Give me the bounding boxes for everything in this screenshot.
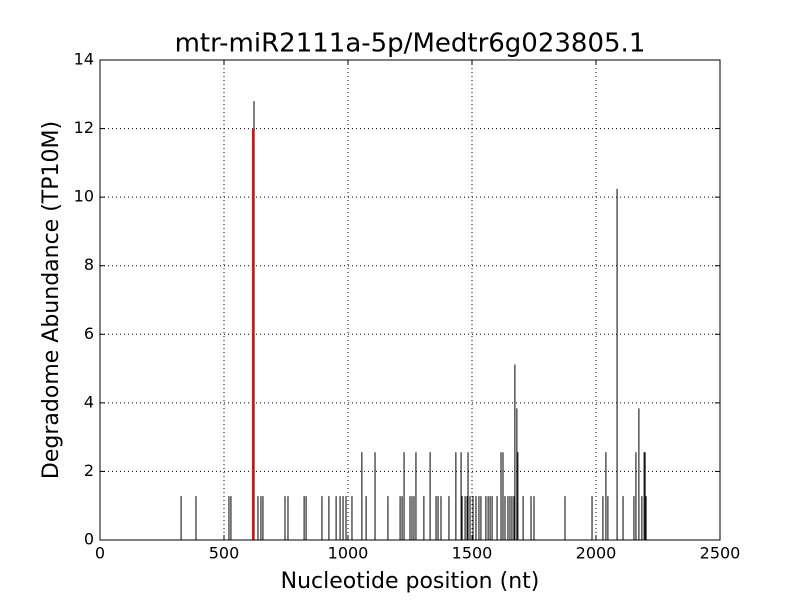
y-axis-label: Degradome Abundance (TP10M) [39, 121, 64, 479]
y-tick-label: 14 [74, 50, 94, 69]
plot-frame [99, 59, 721, 541]
x-tick-label: 2500 [700, 544, 741, 563]
x-axis-label: Nucleotide position (nt) [281, 569, 540, 594]
x-tick-label: 0 [95, 544, 105, 563]
y-tick-label: 10 [74, 187, 94, 206]
x-tick-label: 500 [209, 544, 240, 563]
y-tick-label: 12 [74, 118, 94, 137]
y-tick-label: 0 [84, 530, 94, 549]
chart-title: mtr-miR2111a-5p/Medtr6g023805.1 [175, 29, 646, 59]
x-tick-label: 2000 [576, 544, 617, 563]
x-tick-label: 1500 [452, 544, 493, 563]
y-tick-label: 6 [84, 324, 94, 343]
y-tick-label: 4 [84, 392, 94, 411]
x-tick-label: 1000 [328, 544, 369, 563]
y-tick-label: 8 [84, 255, 94, 274]
y-tick-label: 2 [84, 461, 94, 480]
